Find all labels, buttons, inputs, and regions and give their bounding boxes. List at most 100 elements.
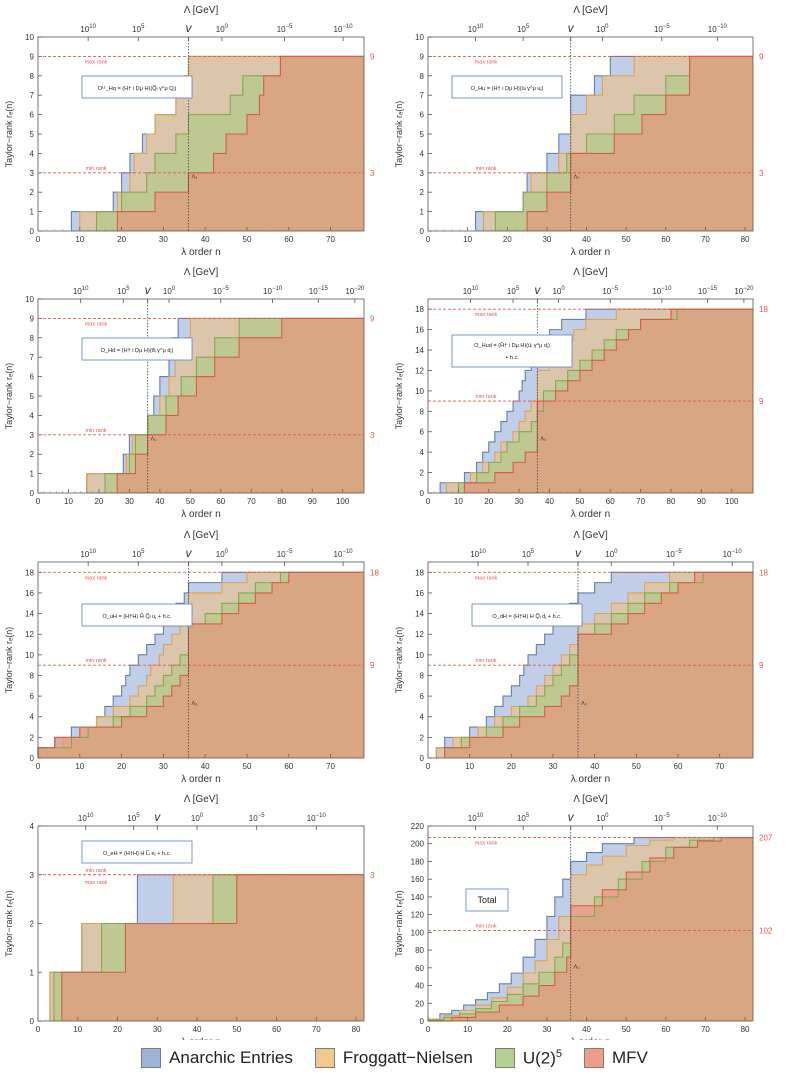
right-max-value: 9 xyxy=(370,314,375,323)
top-tick-label: 100 xyxy=(216,24,229,34)
operator-label: O_eH = (H†H) H L̅ᵢ eⱼ + h.c. xyxy=(103,850,172,857)
y-tick-label: 8 xyxy=(30,72,35,81)
x-tick-label: 70 xyxy=(312,1025,321,1034)
y-tick-label: 200 xyxy=(411,840,425,849)
top-tick-label: 1010 xyxy=(470,549,486,559)
x-tick-label: 60 xyxy=(661,235,670,244)
right-max-value: 3 xyxy=(370,871,375,880)
area-mfv xyxy=(117,318,364,493)
min-rank-label: min rank xyxy=(475,658,496,664)
y-tick-label: 7 xyxy=(420,91,425,100)
x-tick-label: 60 xyxy=(606,497,615,506)
x-tick-label: 50 xyxy=(575,497,584,506)
legend-item: Froggatt−Nielsen xyxy=(314,1048,473,1068)
y-tick-label: 7 xyxy=(30,353,35,362)
y-tick-label: 180 xyxy=(411,857,425,866)
y-tick-label: 8 xyxy=(420,671,425,680)
top-tick-label: 105 xyxy=(132,549,145,559)
x-tick-label: 40 xyxy=(582,1025,591,1034)
y-tick-label: 60 xyxy=(415,964,424,973)
x-tick-label: 10 xyxy=(465,762,474,771)
right-max-value: 18 xyxy=(759,305,768,314)
top-tick-label: 105 xyxy=(127,813,140,823)
operator-box xyxy=(81,840,193,864)
max-rank-label: max rank xyxy=(475,59,498,65)
y-tick-label: 2 xyxy=(30,733,35,742)
top-tick-label: 100 xyxy=(216,549,229,559)
x-tick-label: 40 xyxy=(582,235,591,244)
top-tick-label: 10−5 xyxy=(654,24,670,34)
right-max-value: 18 xyxy=(759,568,768,577)
y-axis-label: Taylor−rank rₑ(n) xyxy=(4,627,14,694)
operator-label: O¹¹_Hq = (H† i Ḍμ H)(Q̅ᵢ γ^μ Qⱼ) xyxy=(98,85,177,92)
min-rank-label: min rank xyxy=(475,924,496,930)
plot-frame xyxy=(427,561,754,759)
plot-frame xyxy=(427,298,754,494)
y-tick-label: 10 xyxy=(415,33,424,42)
x-tick-label: 80 xyxy=(741,1025,750,1034)
legend-item: U(2)5 xyxy=(494,1047,562,1069)
top-tick-label: 100 xyxy=(191,813,204,823)
operator-box xyxy=(465,888,509,912)
right-max-value: 207 xyxy=(759,834,773,843)
step-u-2-5 xyxy=(444,571,753,758)
y-tick-label: 8 xyxy=(30,334,35,343)
top-tick-label: v xyxy=(534,283,541,297)
top-axis-title: Λ [GeV] xyxy=(184,530,219,541)
max-rank-label: max rank xyxy=(85,59,108,65)
x-tick-label: 20 xyxy=(503,235,512,244)
x-tick-label: 30 xyxy=(549,762,558,771)
x-tick-label: 0 xyxy=(426,497,431,506)
top-tick-label: 10−5 xyxy=(602,286,618,296)
max-rank-label: max rank xyxy=(85,321,108,327)
y-tick-label: 2 xyxy=(30,188,35,197)
operator-label: O_Hd = (H† i Ḍμ H)(d̅ᵢ γ^μ dⱼ) xyxy=(101,348,174,354)
x-tick-label: 20 xyxy=(117,235,126,244)
y-tick-label: 8 xyxy=(420,407,425,416)
y-tick-label: 2 xyxy=(420,733,425,742)
right-min-value: 3 xyxy=(370,169,375,178)
step-mfv xyxy=(428,836,753,1022)
x-tick-label: 10 xyxy=(73,1025,82,1034)
x-tick-label: 10 xyxy=(75,235,84,244)
top-tick-label: v xyxy=(575,546,582,560)
right-min-value: 9 xyxy=(759,661,764,670)
top-tick-label: 100 xyxy=(596,24,609,34)
lambda0-label: Λ₀ xyxy=(191,701,197,707)
max-rank-label: max rank xyxy=(85,575,108,581)
operator-box xyxy=(471,603,583,627)
legend-label: U(2)5 xyxy=(522,1047,562,1068)
y-tick-label: 0 xyxy=(420,1017,425,1026)
x-tick-label: 30 xyxy=(515,497,524,506)
y-tick-label: 2 xyxy=(420,469,425,478)
legend-label: Anarchic Entries xyxy=(169,1048,293,1067)
x-tick-label: 50 xyxy=(232,1025,241,1034)
plot-frame xyxy=(427,825,754,1022)
min-rank-label: min rank xyxy=(85,428,106,434)
step-mfv xyxy=(463,308,753,493)
legend-item: MFV xyxy=(584,1048,648,1068)
top-tick-label: 10−5 xyxy=(249,813,265,823)
y-tick-label: 1 xyxy=(30,470,35,479)
x-tick-label: 20 xyxy=(94,497,103,506)
x-tick-label: 50 xyxy=(632,762,641,771)
right-max-value: 9 xyxy=(759,52,764,61)
area-mfv xyxy=(117,56,365,232)
y-tick-label: 18 xyxy=(25,568,34,577)
top-tick-label: 1010 xyxy=(80,24,96,34)
legend-label: Froggatt−Nielsen xyxy=(342,1048,473,1067)
top-tick-label: 1010 xyxy=(78,813,94,823)
min-rank-label: min rank xyxy=(85,868,106,874)
area-mfv xyxy=(428,837,753,1021)
operator-box xyxy=(451,334,573,368)
y-tick-label: 4 xyxy=(420,448,425,457)
top-tick-label: 100 xyxy=(605,549,618,559)
x-tick-label: 90 xyxy=(308,497,317,506)
top-axis-title: Λ [GeV] xyxy=(184,267,219,278)
y-tick-label: 1 xyxy=(30,968,35,977)
top-tick-label: 1010 xyxy=(80,549,96,559)
x-tick-label: 30 xyxy=(159,762,168,771)
x-tick-label: 40 xyxy=(590,762,599,771)
